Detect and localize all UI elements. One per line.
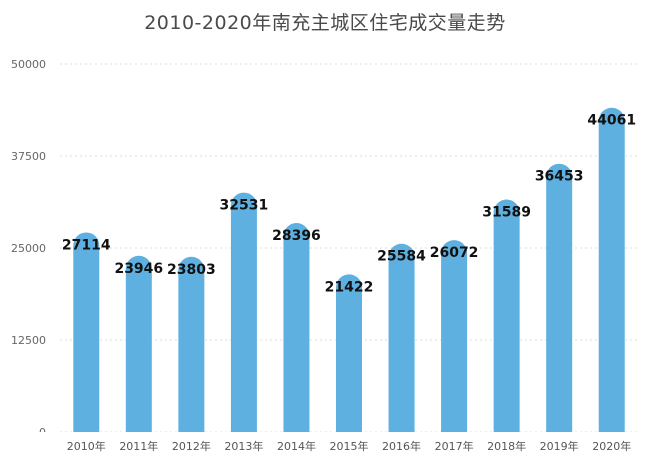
data-label: 27114 (62, 237, 111, 253)
bar (546, 163, 573, 445)
y-axis: 012500250003750050000 (11, 58, 46, 439)
bar (493, 199, 520, 445)
bar (283, 223, 310, 445)
data-label: 23946 (114, 261, 163, 277)
data-label: 44061 (587, 113, 636, 129)
bar (73, 232, 100, 445)
x-tick-label: 2011年 (119, 439, 158, 453)
bar (125, 255, 152, 445)
data-label: 23803 (167, 262, 216, 278)
x-tick-label: 2015年 (330, 439, 369, 453)
x-tick-label: 2017年 (435, 439, 474, 453)
x-tick-label: 2012年 (172, 439, 211, 453)
x-tick-label: 2014年 (277, 439, 316, 453)
data-label: 28396 (272, 228, 321, 244)
y-tick-label: 37500 (11, 150, 46, 163)
x-tick-label: 2016年 (382, 439, 421, 453)
data-label: 25584 (377, 249, 426, 265)
data-label: 32531 (220, 198, 269, 214)
bar (178, 256, 205, 445)
bar (598, 107, 625, 446)
baseline-mask (0, 432, 650, 446)
x-tick-label: 2020年 (592, 439, 631, 453)
x-axis: 2010年 2011年 2012年 2013年 2014年 2015年 2016年 2017年… (67, 439, 631, 453)
x-tick-label: 2018年 (487, 439, 526, 453)
data-label: 21422 (325, 279, 374, 295)
bar (336, 274, 362, 445)
y-tick-label: 25000 (11, 242, 46, 255)
x-tick-label: 2013年 (224, 439, 263, 453)
data-label: 31589 (482, 205, 531, 221)
x-tick-label: 2019年 (540, 439, 579, 453)
data-label: 36453 (535, 169, 584, 185)
chart-title: 2010-2020年南充主城区住宅成交量走势 (144, 12, 506, 34)
bar (441, 240, 468, 445)
y-tick-label: 50000 (11, 58, 46, 71)
bars (0, 107, 650, 446)
x-tick-label: 2010年 (67, 439, 106, 453)
y-tick-label: 12500 (11, 334, 46, 347)
bar (230, 192, 257, 445)
bar (388, 243, 415, 445)
data-label: 26072 (430, 245, 479, 261)
